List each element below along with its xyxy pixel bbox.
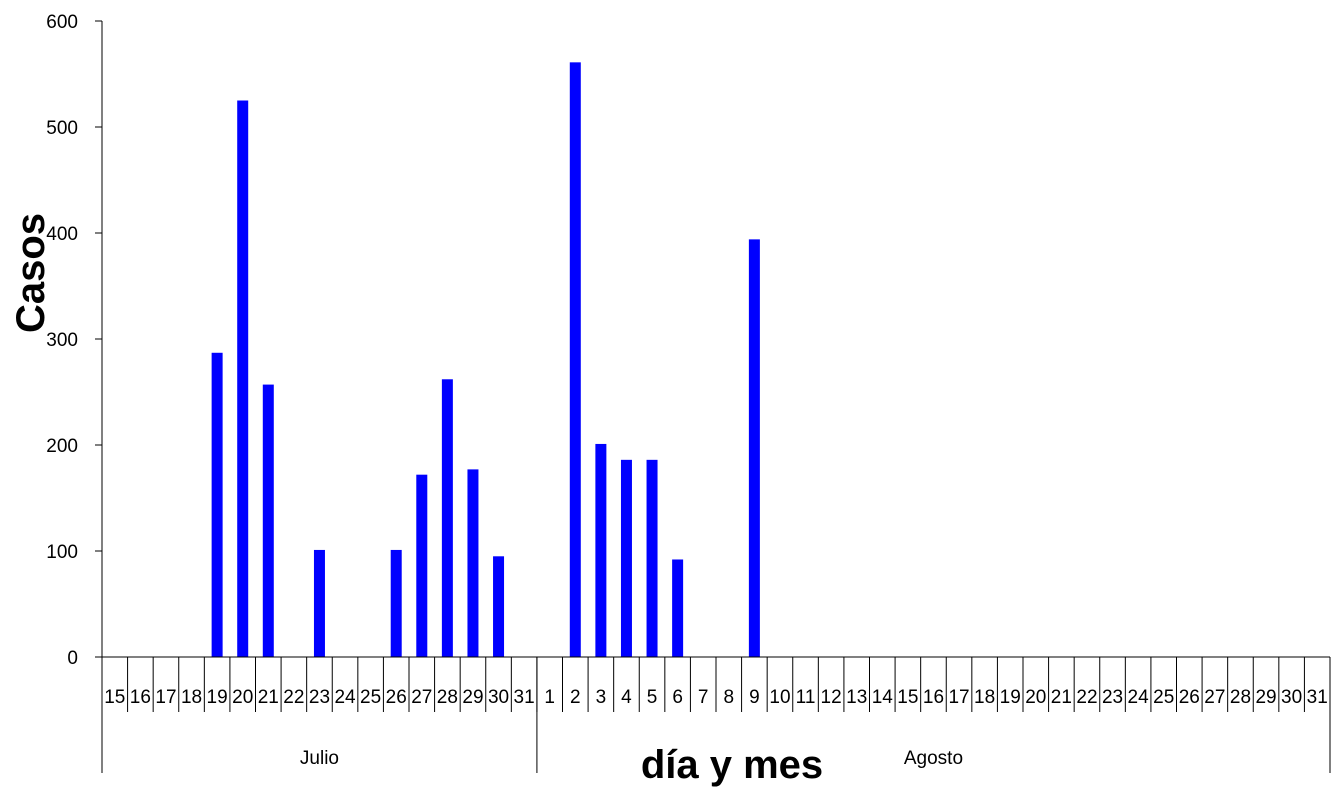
y-tick-label: 600 bbox=[46, 12, 78, 33]
x-tick-label: 18 bbox=[181, 687, 202, 708]
bar bbox=[569, 62, 581, 657]
bar bbox=[416, 474, 428, 657]
x-tick-label: 19 bbox=[1000, 687, 1021, 708]
x-tick-label: 27 bbox=[1204, 687, 1225, 708]
x-tick-label: 22 bbox=[1076, 687, 1097, 708]
bar bbox=[595, 443, 607, 657]
month-label: Agosto bbox=[904, 748, 963, 769]
x-tick-label: 25 bbox=[1153, 687, 1174, 708]
y-tick-label: 500 bbox=[46, 118, 78, 139]
x-tick-label: 14 bbox=[872, 687, 894, 708]
x-tick-label: 31 bbox=[514, 687, 535, 708]
x-tick-label: 29 bbox=[462, 687, 483, 708]
bar bbox=[211, 352, 223, 657]
y-tick-label: 300 bbox=[46, 330, 78, 351]
bars bbox=[211, 62, 760, 658]
x-axis-title: día y mes bbox=[641, 743, 823, 787]
x-tick-label: 3 bbox=[596, 687, 607, 708]
x-tick-label: 9 bbox=[749, 687, 760, 708]
x-tick-label: 30 bbox=[1281, 687, 1302, 708]
x-tick-label: 27 bbox=[411, 687, 432, 708]
x-tick-label: 2 bbox=[570, 687, 581, 708]
x-tick-label: 28 bbox=[1230, 687, 1251, 708]
x-tick-label: 19 bbox=[207, 687, 228, 708]
x-tick-label: 31 bbox=[1307, 687, 1328, 708]
x-tick-label: 26 bbox=[1179, 687, 1200, 708]
bar bbox=[262, 384, 274, 657]
y-axis-title: Casos bbox=[9, 213, 53, 333]
x-tick-label: 17 bbox=[948, 687, 969, 708]
x-tick-label: 7 bbox=[698, 687, 709, 708]
bar bbox=[748, 239, 760, 658]
x-tick-label: 1 bbox=[544, 687, 555, 708]
x-tick-label: 18 bbox=[974, 687, 995, 708]
y-axis: 0 100 200 300 400 500 600 bbox=[46, 12, 103, 669]
y-tick-label: 200 bbox=[46, 436, 78, 457]
bar bbox=[390, 549, 402, 657]
x-tick-label: 25 bbox=[360, 687, 381, 708]
x-axis: 15 16 17 18 19 20 21 22 23 24 25 26 27 28 29 30 31Julio1… bbox=[101, 656, 1331, 773]
month-label: Julio bbox=[300, 748, 339, 769]
x-tick-label: 13 bbox=[846, 687, 867, 708]
x-tick-label: 11 bbox=[796, 687, 816, 708]
x-tick-label: 6 bbox=[672, 687, 683, 708]
x-tick-label: 5 bbox=[647, 687, 658, 708]
x-tick-label: 8 bbox=[724, 687, 735, 708]
x-tick-label: 20 bbox=[232, 687, 253, 708]
bar bbox=[672, 559, 684, 657]
x-tick-label: 10 bbox=[769, 687, 790, 708]
x-tick-label: 23 bbox=[1102, 687, 1123, 708]
x-tick-label: 21 bbox=[258, 687, 279, 708]
bar bbox=[620, 459, 632, 657]
y-tick-label: 100 bbox=[46, 542, 78, 563]
x-tick-label: 15 bbox=[104, 687, 125, 708]
x-tick-label: 30 bbox=[488, 687, 509, 708]
x-tick-label: 29 bbox=[1255, 687, 1276, 708]
bar bbox=[646, 459, 658, 657]
x-tick-label: 24 bbox=[334, 687, 356, 708]
bar bbox=[467, 469, 479, 657]
x-tick-label: 17 bbox=[155, 687, 176, 708]
x-tick-label: 21 bbox=[1051, 687, 1072, 708]
x-tick-label: 22 bbox=[283, 687, 304, 708]
x-tick-label: 4 bbox=[621, 687, 632, 708]
x-tick-label: 16 bbox=[130, 687, 151, 708]
x-tick-label: 12 bbox=[821, 687, 842, 708]
bar bbox=[493, 556, 505, 657]
bar bbox=[313, 549, 325, 657]
bar bbox=[441, 379, 453, 657]
x-tick-label: 20 bbox=[1025, 687, 1046, 708]
bar bbox=[237, 100, 249, 657]
y-tick-label: 0 bbox=[67, 648, 78, 669]
x-tick-label: 26 bbox=[386, 687, 407, 708]
x-tick-label: 28 bbox=[437, 687, 458, 708]
x-tick-label: 15 bbox=[897, 687, 918, 708]
x-tick-label: 23 bbox=[309, 687, 330, 708]
x-tick-label: 24 bbox=[1128, 687, 1150, 708]
x-tick-label: 16 bbox=[923, 687, 944, 708]
y-tick-label: 400 bbox=[46, 224, 78, 245]
